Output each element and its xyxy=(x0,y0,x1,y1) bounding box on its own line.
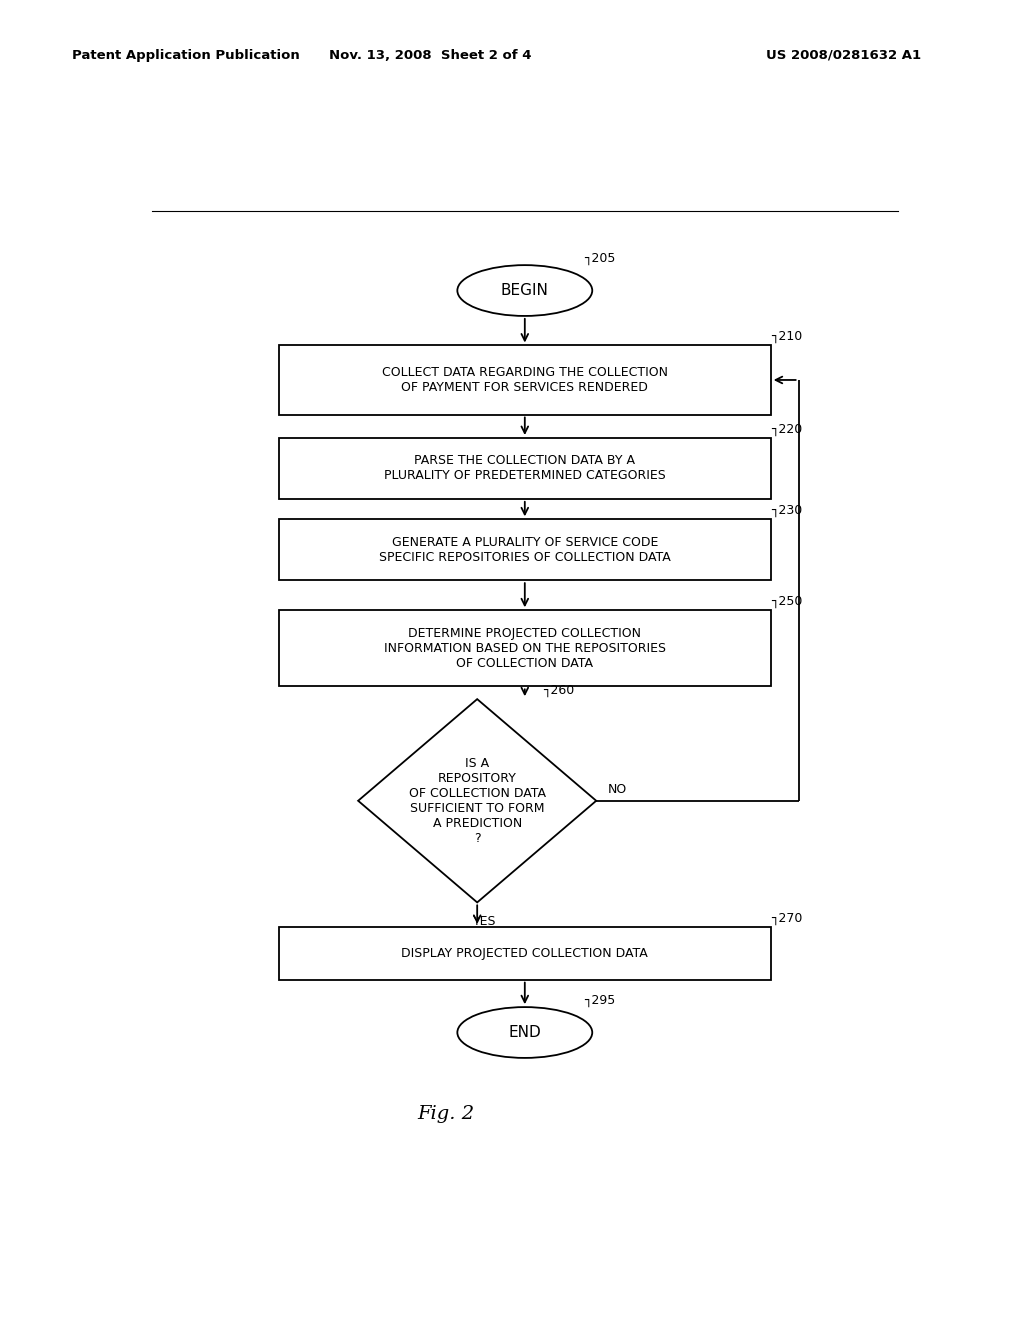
Text: US 2008/0281632 A1: US 2008/0281632 A1 xyxy=(767,49,922,62)
Ellipse shape xyxy=(458,265,592,315)
Text: BEGIN: BEGIN xyxy=(501,282,549,298)
FancyBboxPatch shape xyxy=(279,610,771,686)
FancyBboxPatch shape xyxy=(279,927,771,979)
Text: DETERMINE PROJECTED COLLECTION
INFORMATION BASED ON THE REPOSITORIES
OF COLLECTI: DETERMINE PROJECTED COLLECTION INFORMATI… xyxy=(384,627,666,669)
FancyBboxPatch shape xyxy=(279,438,771,499)
Text: PARSE THE COLLECTION DATA BY A
PLURALITY OF PREDETERMINED CATEGORIES: PARSE THE COLLECTION DATA BY A PLURALITY… xyxy=(384,454,666,482)
Text: Fig. 2: Fig. 2 xyxy=(417,1105,474,1123)
Text: IS A
REPOSITORY
OF COLLECTION DATA
SUFFICIENT TO FORM
A PREDICTION
?: IS A REPOSITORY OF COLLECTION DATA SUFFI… xyxy=(409,756,546,845)
Text: ┐270: ┐270 xyxy=(771,912,802,925)
Text: END: END xyxy=(509,1026,541,1040)
Text: NO: NO xyxy=(608,783,628,796)
Text: YES: YES xyxy=(473,915,497,928)
Text: ┐230: ┐230 xyxy=(771,504,802,517)
Text: Nov. 13, 2008  Sheet 2 of 4: Nov. 13, 2008 Sheet 2 of 4 xyxy=(329,49,531,62)
Text: DISPLAY PROJECTED COLLECTION DATA: DISPLAY PROJECTED COLLECTION DATA xyxy=(401,946,648,960)
Text: COLLECT DATA REGARDING THE COLLECTION
OF PAYMENT FOR SERVICES RENDERED: COLLECT DATA REGARDING THE COLLECTION OF… xyxy=(382,366,668,393)
Text: ┐220: ┐220 xyxy=(771,422,802,436)
Text: ┐210: ┐210 xyxy=(771,330,802,343)
Text: Patent Application Publication: Patent Application Publication xyxy=(72,49,299,62)
Text: ┐250: ┐250 xyxy=(771,595,802,609)
Polygon shape xyxy=(358,700,596,903)
FancyBboxPatch shape xyxy=(279,519,771,581)
Text: ┐205: ┐205 xyxy=(585,252,615,265)
Text: ┐295: ┐295 xyxy=(585,994,615,1007)
FancyBboxPatch shape xyxy=(279,346,771,414)
Ellipse shape xyxy=(458,1007,592,1057)
Text: ┐260: ┐260 xyxy=(543,684,573,697)
Text: GENERATE A PLURALITY OF SERVICE CODE
SPECIFIC REPOSITORIES OF COLLECTION DATA: GENERATE A PLURALITY OF SERVICE CODE SPE… xyxy=(379,536,671,564)
